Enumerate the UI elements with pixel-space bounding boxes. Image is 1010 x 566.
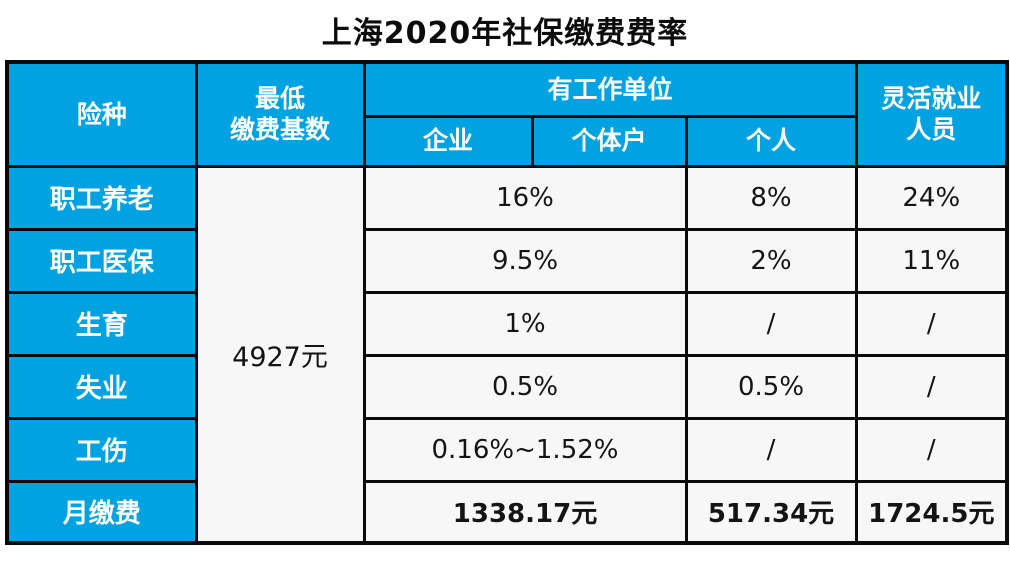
cell-monthly-total-enterprise: 1338.17元: [362, 479, 688, 545]
col-header-individual-business: 个体户: [530, 114, 688, 168]
cell-unemployment-flexible: /: [854, 353, 1009, 420]
cell-pension-flexible: 24%: [854, 164, 1009, 231]
page-title: 上海2020年社保缴费费率: [321, 16, 689, 51]
table-row-unemployment: 失业 0.5% 0.5% /: [5, 353, 1009, 420]
col-group-header-with-employer: 有工作单位: [362, 60, 858, 118]
col-header-min-base: 最低 缴费基数: [194, 60, 366, 168]
cell-work-injury-enterprise: 0.16%~1.52%: [362, 416, 688, 483]
cell-pension-enterprise: 16%: [362, 164, 688, 231]
cell-medical-flexible: 11%: [854, 227, 1009, 294]
row-label-medical: 职工医保: [5, 227, 198, 294]
row-label-monthly-total: 月缴费: [5, 479, 198, 545]
col-header-flexible-employment: 灵活就业 人员: [854, 60, 1009, 168]
cell-pension-individual: 8%: [684, 164, 858, 231]
cell-unemployment-enterprise: 0.5%: [362, 353, 688, 420]
col-header-enterprise: 企业: [362, 114, 534, 168]
cell-min-base-value: 4927元: [194, 164, 366, 545]
col-header-insurance-type: 险种: [5, 60, 198, 168]
row-label-unemployment: 失业: [5, 353, 198, 420]
table-row-monthly-total: 月缴费 1338.17元 517.34元 1724.5元: [5, 479, 1009, 545]
cell-maternity-enterprise: 1%: [362, 290, 688, 357]
cell-unemployment-individual: 0.5%: [684, 353, 858, 420]
col-header-flexible-line1: 灵活就业: [881, 84, 982, 113]
col-header-min-base-line2: 缴费基数: [229, 115, 330, 145]
cell-monthly-total-individual: 517.34元: [684, 479, 858, 545]
row-label-maternity: 生育: [5, 290, 198, 357]
cell-maternity-flexible: /: [854, 290, 1009, 357]
cell-work-injury-individual: /: [684, 416, 858, 483]
col-header-flexible-line2: 人员: [906, 115, 957, 145]
social-insurance-rates-table: 险种 最低 缴费基数 有工作单位 灵活就业 人员 企业 个体户 个人 职工养老: [5, 60, 1010, 545]
table-row-work-injury: 工伤 0.16%~1.52% / /: [5, 416, 1009, 483]
row-label-work-injury: 工伤: [5, 416, 198, 483]
col-header-min-base-line1: 最低: [254, 84, 305, 113]
col-header-individual: 个人: [684, 114, 858, 168]
cell-monthly-total-flexible: 1724.5元: [854, 479, 1009, 545]
table-row-maternity: 生育 1% / /: [5, 290, 1009, 357]
table-row-pension: 职工养老 4927元 16% 8% 24%: [5, 164, 1009, 545]
cell-medical-individual: 2%: [684, 227, 858, 294]
table-row-medical: 职工医保 9.5% 2% 11%: [5, 227, 1009, 294]
row-label-pension: 职工养老: [5, 164, 198, 231]
cell-medical-enterprise: 9.5%: [362, 227, 688, 294]
cell-work-injury-flexible: /: [854, 416, 1009, 483]
cell-maternity-individual: /: [684, 290, 858, 357]
